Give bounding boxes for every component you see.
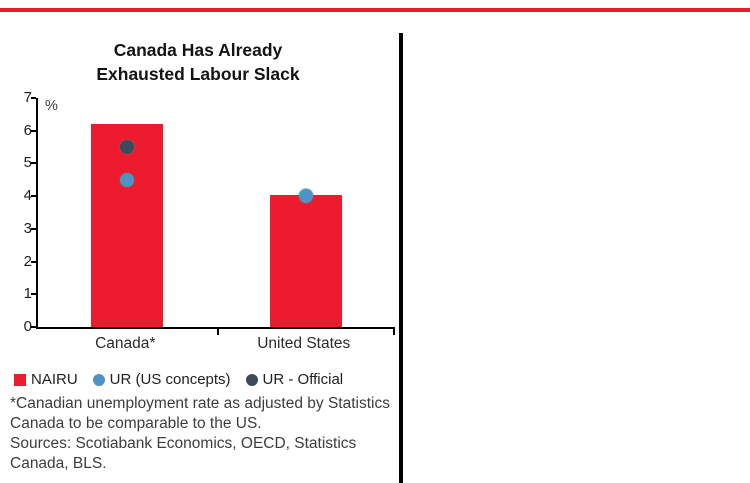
sources-text: Sources: Scotiabank Economics, OECD, Sta…: [10, 435, 357, 473]
x-category-label: Canada*: [95, 335, 156, 352]
y-axis-unit-label: %: [45, 98, 58, 114]
footnote-text: *Canadian unemployment rate as adjusted …: [10, 395, 390, 433]
y-tick-label: 5: [23, 154, 32, 172]
legend-label: UR (US concepts): [109, 371, 231, 388]
x-tick-mark: [216, 327, 219, 335]
y-tick-mark: [31, 227, 36, 230]
point-marker: [120, 172, 135, 187]
y-tick-label: 1: [23, 285, 32, 303]
footnote: *Canadian unemployment rate as adjusted …: [10, 394, 398, 475]
y-tick-mark: [31, 293, 36, 296]
y-tick-label: 7: [23, 89, 32, 106]
legend-item: NAIRU: [14, 371, 78, 388]
x-category-label: United States: [257, 335, 351, 352]
chart-title-line-2: Exhausted Labour Slack: [96, 64, 300, 84]
point-marker: [120, 140, 135, 155]
y-axis-labels: 0 1 2 3 4 5 6 7: [2, 89, 32, 335]
y-tick-label: 6: [23, 121, 32, 139]
legend-square-icon: [14, 373, 26, 386]
legend-label: UR - Official: [262, 371, 344, 388]
y-tick-mark: [31, 326, 36, 328]
legend-item: UR (US concepts): [92, 371, 231, 388]
top-accent-rule: [0, 8, 750, 12]
y-tick-mark: [31, 97, 36, 99]
chart-title-line-1: Canada Has Already: [113, 40, 283, 60]
plot-area: %: [31, 97, 395, 335]
bar-nairu: [91, 124, 164, 327]
legend-circle-icon: [245, 373, 258, 386]
point-marker: [298, 189, 313, 204]
y-tick-label: 4: [23, 187, 32, 205]
y-tick-label: 3: [23, 219, 32, 237]
y-tick-mark: [31, 260, 36, 263]
y-tick-mark: [31, 195, 36, 198]
x-axis-labels: Canada* United States: [36, 335, 393, 355]
y-tick-label: 2: [23, 252, 32, 270]
y-tick-label: 0: [23, 318, 32, 335]
legend: NAIRU UR (US concepts) UR - Official: [14, 371, 343, 388]
y-tick-mark: [31, 129, 36, 132]
chart-title: Canada Has Already Exhausted Labour Slac…: [0, 38, 396, 86]
bar-nairu: [269, 194, 342, 327]
content-divider-line: [399, 33, 403, 483]
x-tick-mark: [393, 327, 395, 335]
legend-circle-icon: [92, 373, 105, 386]
legend-label: NAIRU: [31, 371, 78, 388]
legend-item: UR - Official: [245, 371, 344, 388]
chart: Canada Has Already Exhausted Labour Slac…: [0, 30, 400, 483]
y-tick-mark: [31, 162, 36, 165]
